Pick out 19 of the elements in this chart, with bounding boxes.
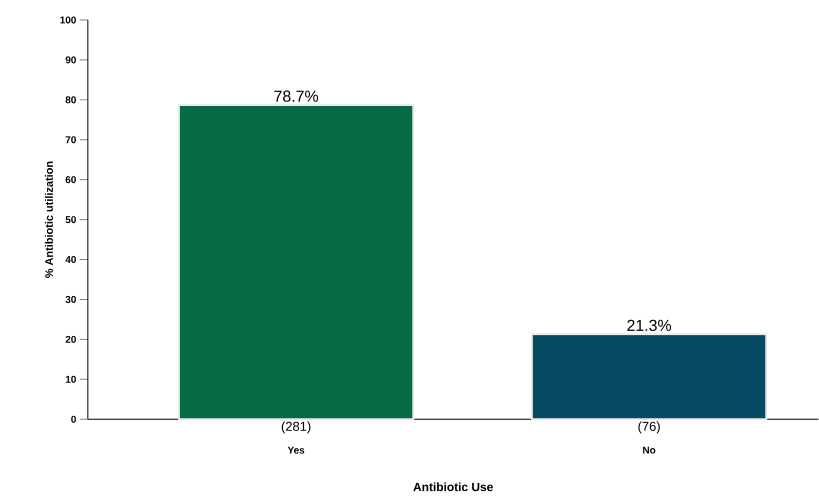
y-tick-label: 100 (60, 16, 76, 24)
y-axis-title: % Antibiotic utilization (44, 162, 53, 278)
y-tick-label: 70 (66, 136, 76, 144)
x-tick-label: No (643, 446, 656, 454)
y-tick-label: 10 (66, 376, 76, 383)
y-tick-label: 20 (66, 336, 76, 343)
y-tick-label: 0 (71, 416, 76, 423)
annotation: (76) (638, 421, 660, 434)
y-tick-label: 80 (66, 96, 76, 104)
data-label: 78.7% (274, 90, 318, 102)
y-tick-label: 50 (66, 216, 76, 224)
y-tick-label: 40 (65, 256, 76, 264)
y-tick-label: 60 (66, 176, 76, 184)
x-tick-label: Yes (288, 446, 304, 454)
annotation: (281) (282, 421, 310, 434)
y-tick-label: 90 (66, 56, 76, 64)
x-axis-title: Antibiotic Use (413, 482, 493, 492)
y-tick-label: 30 (66, 296, 76, 303)
data-label: 21.3% (627, 320, 672, 331)
